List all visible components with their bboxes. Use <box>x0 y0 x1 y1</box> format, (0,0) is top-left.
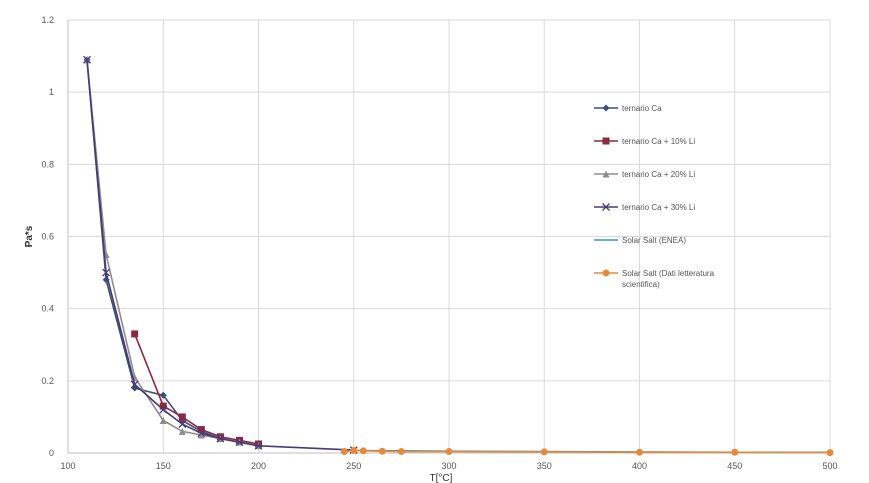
series-line <box>133 333 259 445</box>
y-tick-label: 0.8 <box>41 159 54 169</box>
data-point <box>254 441 263 450</box>
x-tick-label: 400 <box>632 461 647 471</box>
data-point <box>178 420 187 429</box>
data-point <box>102 268 111 277</box>
data-point <box>159 405 168 414</box>
data-point <box>540 448 548 456</box>
legend-entry: ternario Ca + 30% Li <box>594 203 695 212</box>
data-point <box>159 402 167 410</box>
data-point <box>350 446 358 454</box>
x-tick-label: 500 <box>822 461 837 471</box>
legend-label: Solar Salt (Dati letteratura scientifica) <box>622 269 715 289</box>
data-point <box>178 427 186 435</box>
legend-marker <box>602 104 610 112</box>
x-axis-title: T[°C] <box>430 473 453 483</box>
legend-marker <box>602 203 610 211</box>
grid <box>67 19 831 454</box>
series-group <box>83 55 834 457</box>
x-tick-label: 200 <box>251 461 266 471</box>
x-tick-label: 150 <box>156 461 171 471</box>
y-tick-label: 0.6 <box>41 232 54 242</box>
data-point <box>731 448 739 456</box>
y-tick-label: 0 <box>49 448 54 458</box>
data-point <box>83 55 92 64</box>
legend-label: ternario Ca + 10% Li <box>622 137 695 146</box>
y-tick-label: 1 <box>49 87 54 97</box>
x-tick-label: 250 <box>346 461 361 471</box>
legend-label: Solar Salt (ENEA) <box>622 236 686 245</box>
data-point <box>397 448 405 456</box>
data-point <box>159 391 167 399</box>
data-point <box>159 417 167 425</box>
data-point <box>826 449 834 457</box>
legend-label: ternario Ca <box>622 104 662 113</box>
legend-marker <box>602 170 610 178</box>
y-tick-label: 0.2 <box>41 376 54 386</box>
series-line <box>86 59 354 451</box>
series-6 <box>340 446 834 457</box>
legend-label: ternario Ca + 30% Li <box>622 203 695 212</box>
legend-entry: ternario Ca <box>594 104 662 113</box>
data-point <box>359 447 367 455</box>
x-tick-label: 350 <box>537 461 552 471</box>
legend-marker <box>602 137 610 145</box>
series-4 <box>83 55 358 455</box>
x-tick-label: 300 <box>441 461 456 471</box>
legend-marker <box>602 269 610 277</box>
data-point <box>636 448 643 456</box>
y-tick-label: 0.4 <box>41 304 54 314</box>
data-point <box>197 431 205 439</box>
data-point <box>445 448 453 456</box>
series-1 <box>83 56 262 450</box>
x-tick-label: 100 <box>60 461 75 471</box>
legend: ternario Ca ternario Ca + 10% Li ternario … <box>594 104 715 289</box>
legend-entry: ternario Ca + 10% Li <box>594 137 695 146</box>
series-3 <box>83 56 262 450</box>
series-line <box>86 59 259 447</box>
legend-entry: ternario Ca + 20% Li <box>594 170 695 179</box>
data-point <box>178 413 186 421</box>
data-point <box>216 434 225 443</box>
data-point <box>378 447 386 455</box>
data-point <box>235 438 244 447</box>
y-axis-title: Pa*s <box>24 225 35 247</box>
legend-entry: Solar Salt (Dati letteratura scientifica) <box>594 269 715 289</box>
data-point <box>197 429 206 438</box>
data-point <box>340 448 348 456</box>
legend-label: ternario Ca + 20% Li <box>622 170 695 179</box>
axes: 100 150 200 250 300 350 400 450 500 0 0.2 0.4 0.6 0.8… <box>24 15 838 483</box>
data-point <box>130 380 139 389</box>
series-line <box>344 449 831 454</box>
y-tick-label: 1.2 <box>41 15 54 25</box>
data-point <box>131 330 139 338</box>
data-point <box>197 426 205 434</box>
x-tick-label: 450 <box>727 461 742 471</box>
legend-entry: Solar Salt (ENEA) <box>594 236 686 245</box>
series-line <box>86 59 259 447</box>
series-2 <box>131 330 262 448</box>
